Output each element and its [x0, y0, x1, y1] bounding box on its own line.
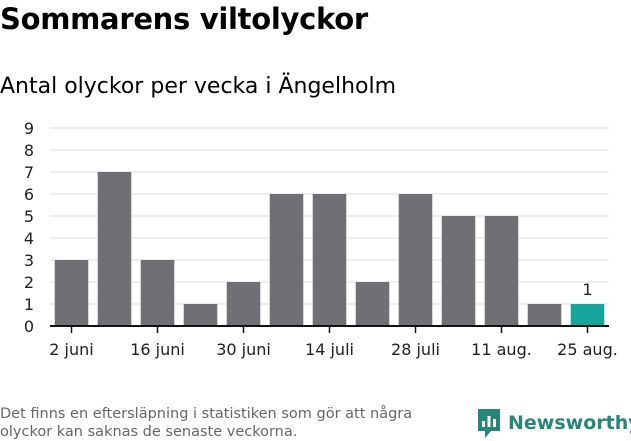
bar: [226, 282, 261, 326]
y-tick-label: 7: [24, 163, 34, 182]
y-tick-label: 4: [24, 229, 34, 248]
y-tick-label: 5: [24, 207, 34, 226]
y-tick-label: 3: [24, 251, 34, 270]
bar: [441, 216, 476, 326]
newsworthy-icon: [478, 409, 500, 438]
bar: [527, 304, 562, 326]
brand-name: Newsworthy: [508, 412, 631, 434]
y-tick-label: 0: [24, 317, 34, 336]
x-tick-label: 11 aug.: [471, 340, 532, 359]
bar: [312, 194, 347, 326]
bar-chart: 0 1 2 3 4 5 6 7 8 9 1 2 juni 16 juni 30 juni 14 juli 28…: [24, 119, 618, 359]
bar: [54, 260, 89, 326]
bar: [398, 194, 433, 326]
bar: [183, 304, 218, 326]
footnote: Det finns en eftersläpning i statistiken…: [0, 406, 413, 440]
bar: [97, 172, 132, 326]
chart-subtitle: Antal olyckor per vecka i Ängelholm: [0, 74, 397, 99]
bar: [484, 216, 519, 326]
newsworthy-logo: Newsworthy: [476, 406, 631, 440]
y-tick-label: 9: [24, 119, 34, 138]
bar: [269, 194, 304, 326]
y-tick-label: 6: [24, 185, 34, 204]
bar-data-label: 1: [582, 280, 592, 299]
bar: [140, 260, 175, 326]
x-tick-label: 25 aug.: [557, 340, 618, 359]
x-tick-label: 14 juli: [305, 340, 354, 359]
x-tick-label: 30 juni: [216, 340, 271, 359]
y-tick-label: 2: [24, 273, 34, 292]
chart-title: Sommarens viltolyckor: [0, 2, 368, 36]
x-tick-label: 16 juni: [130, 340, 185, 359]
highlight-bar: [570, 304, 605, 326]
x-tick-label: 28 juli: [391, 340, 440, 359]
y-tick-label: 1: [24, 295, 34, 314]
x-tick-label: 2 juni: [49, 340, 93, 359]
y-tick-label: 8: [24, 141, 34, 160]
bar: [355, 282, 390, 326]
